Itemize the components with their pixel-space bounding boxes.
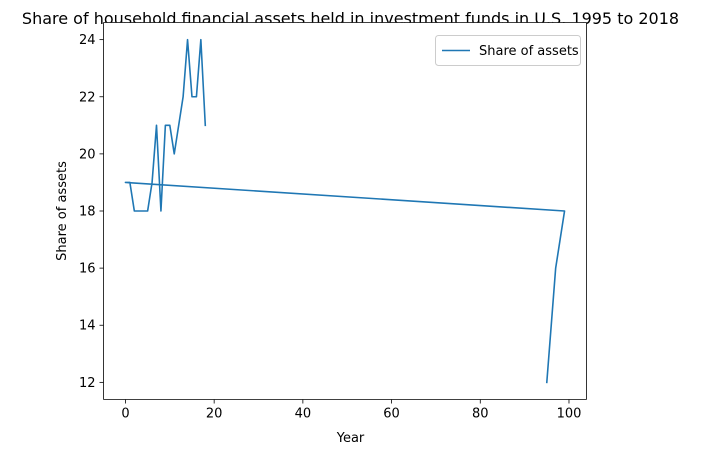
y-axis-label: Share of assets <box>55 161 70 261</box>
x-axis-ticks: 0 20 40 60 80 100 <box>121 399 582 422</box>
y-tick-label: 22 <box>79 90 96 105</box>
plot-area <box>103 22 587 400</box>
x-axis-label: Year <box>336 431 365 446</box>
x-tick-label: 20 <box>206 407 223 422</box>
x-tick-label: 40 <box>295 407 312 422</box>
y-tick-label: 16 <box>79 262 96 277</box>
y-tick-label: 14 <box>79 319 96 334</box>
x-tick-label: 60 <box>383 407 400 422</box>
legend-label: Share of assets <box>479 44 579 59</box>
x-tick-label: 0 <box>121 407 129 422</box>
legend-box <box>435 35 581 66</box>
legend: Share of assets <box>435 35 581 66</box>
x-tick-label: 80 <box>472 407 489 422</box>
x-tick-label: 100 <box>557 407 582 422</box>
y-tick-label: 18 <box>79 205 96 220</box>
series-line <box>124 38 566 384</box>
y-tick-label: 20 <box>79 147 96 162</box>
y-axis-ticks: 12 14 16 18 20 22 24 <box>79 33 104 391</box>
series-layer <box>124 38 566 384</box>
y-tick-label: 24 <box>79 33 96 48</box>
y-tick-label: 12 <box>79 376 96 391</box>
